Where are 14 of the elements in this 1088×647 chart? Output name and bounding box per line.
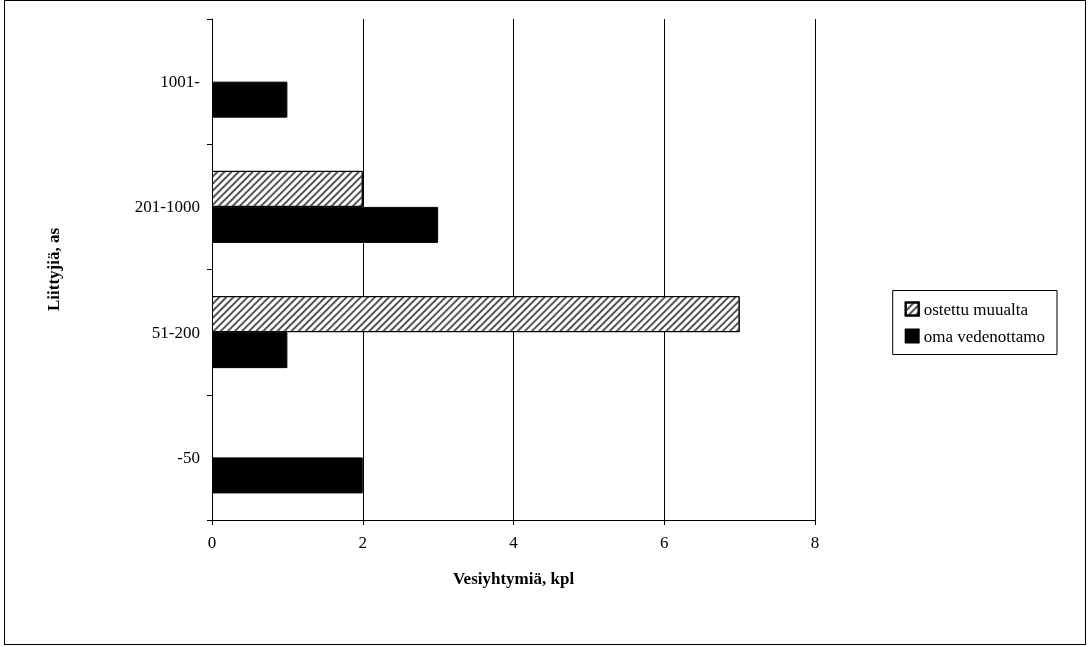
x-tick-label: 8 xyxy=(810,533,820,552)
y-tick-label: 1001- xyxy=(160,72,201,92)
legend-label: oma vedenottamo xyxy=(923,326,1045,346)
y-tick-label: 201-1000 xyxy=(134,197,200,217)
y-tick-label: -50 xyxy=(177,447,200,467)
y-tick-label: 51-200 xyxy=(151,322,200,342)
x-axis-title: Vesiyhtymiä, kpl xyxy=(452,569,575,588)
x-tick-label: 6 xyxy=(660,533,669,552)
legend-label: ostettu muualta xyxy=(923,299,1029,319)
x-tick-label: 0 xyxy=(207,533,217,552)
y-axis-title: Liittyjiä, as xyxy=(44,227,63,312)
x-tick-label: 4 xyxy=(509,533,519,552)
bar xyxy=(212,81,288,118)
x-tick-label: 2 xyxy=(358,533,367,552)
